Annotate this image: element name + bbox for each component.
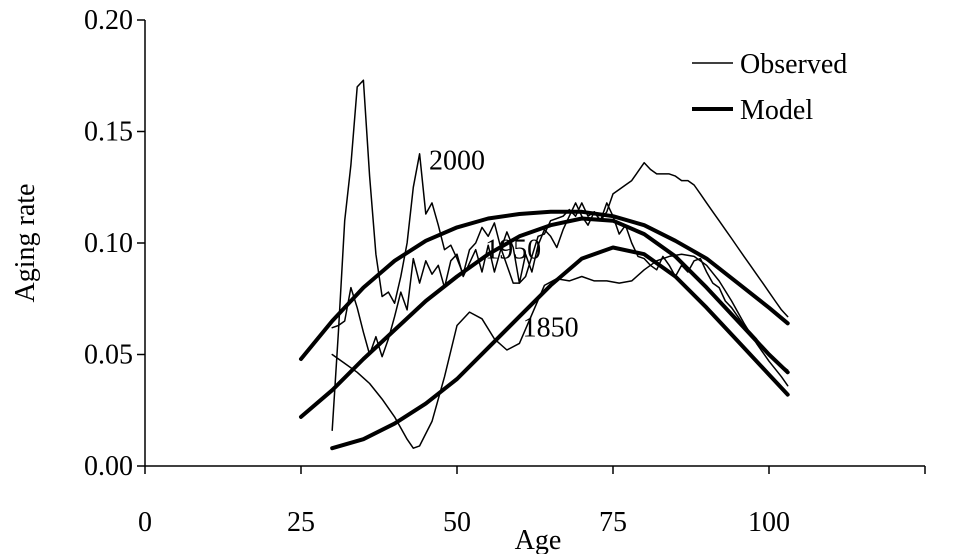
legend-label-model: Model — [740, 95, 813, 126]
model-line-1950 — [299, 216, 790, 419]
y-tick-label: 0.00 — [84, 451, 133, 482]
y-axis-title: Aging rate — [10, 184, 41, 303]
tick-marks: 0.00 0.05 0.10 0.15 0.20 0 25 50 75 100 — [84, 5, 926, 538]
legend: Observed Model — [692, 49, 847, 126]
x-tick-label: 25 — [287, 507, 315, 538]
y-tick-label: 0.10 — [84, 228, 133, 259]
legend-label-observed: Observed — [740, 49, 847, 80]
year-label-2000: 2000 — [429, 145, 485, 176]
x-tick-label: 0 — [138, 507, 152, 538]
year-label-1950: 1950 — [485, 235, 541, 266]
observed-line-1950 — [331, 202, 789, 371]
y-tick-label: 0.15 — [84, 117, 133, 148]
y-tick-label: 0.20 — [84, 5, 133, 36]
model-line-1850 — [330, 245, 790, 451]
series-group — [299, 79, 790, 451]
x-tick-label: 75 — [599, 507, 627, 538]
x-tick-label: 100 — [748, 507, 790, 538]
x-tick-label: 50 — [443, 507, 471, 538]
year-label-1850: 1850 — [523, 313, 579, 344]
model-line-2000 — [299, 209, 790, 361]
x-axis-title: Age — [515, 525, 562, 554]
annotations: 2000 1950 1850 — [429, 145, 579, 343]
y-tick-label: 0.05 — [84, 340, 133, 371]
observed-line-2000 — [331, 79, 789, 432]
